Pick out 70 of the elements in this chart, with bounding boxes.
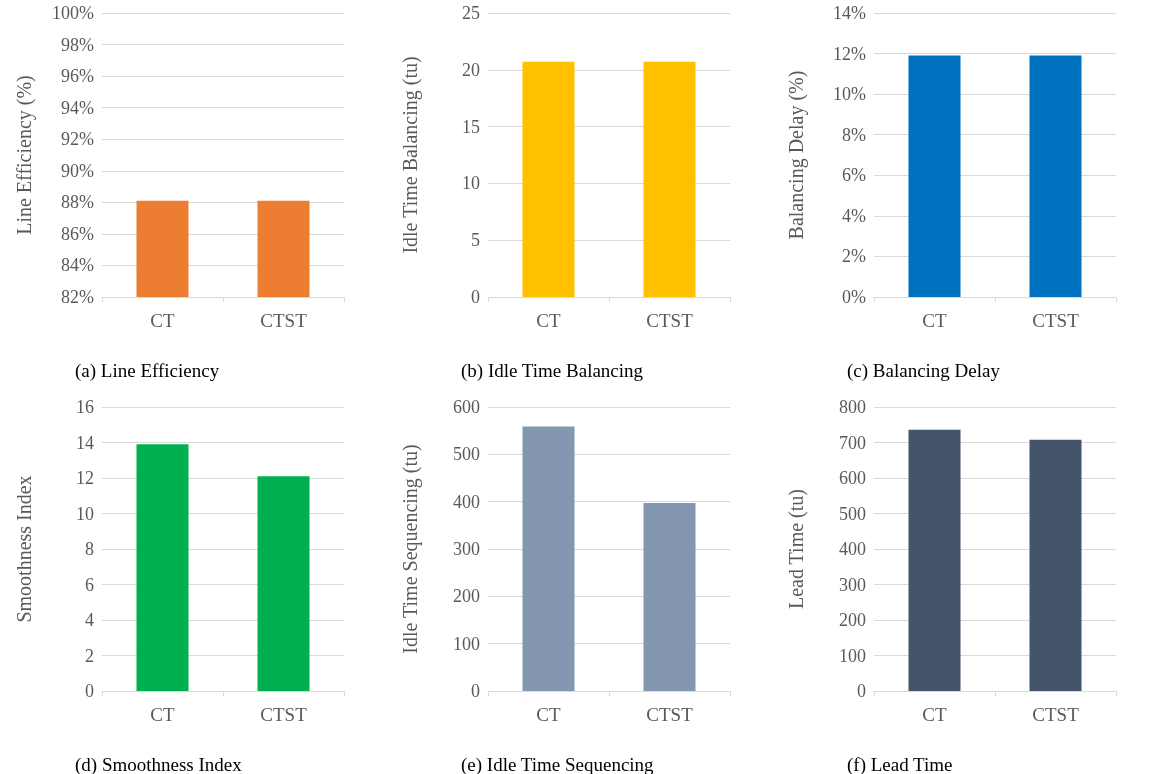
y-tick-label: 0% [842,287,866,307]
y-tick-label: 8% [842,124,866,145]
y-axis-title: Balancing Delay (%) [785,70,808,240]
y-tick-label: 800 [839,397,866,417]
y-tick-label: 94% [61,97,94,118]
y-tick-label: 200 [453,586,480,607]
y-tick-label: 0 [857,681,866,701]
y-tick-label: 100 [453,633,480,654]
y-tick-label: 16 [76,397,94,417]
y-tick-label: 400 [839,539,866,559]
y-tick-label: 2 [85,645,94,666]
y-tick-label: 500 [453,444,480,465]
y-tick-label: 92% [61,129,94,150]
y-tick-label: 6% [842,165,866,186]
y-tick-label: 84% [61,255,94,276]
y-tick-label: 8 [85,539,94,559]
x-tick-label: CTST [646,704,694,725]
x-tick-label: CT [922,704,948,725]
y-tick-label: 12 [76,468,94,488]
y-axis-title: Idle Time Balancing (tu) [399,56,422,254]
y-axis-title: Idle Time Sequencing (tu) [399,444,422,654]
y-tick-label: 300 [839,574,866,595]
y-tick-label: 6 [85,574,94,595]
y-axis-title: Smoothness Index [13,475,35,623]
y-tick-label: 82% [61,287,94,307]
y-tick-label: 88% [61,192,94,213]
y-tick-label: 500 [839,503,866,524]
text: (c) Balancing Delay [847,360,1001,382]
x-tick-label: CT [536,310,562,331]
y-tick-label: 96% [61,66,94,87]
y-tick-label: 10 [76,503,94,524]
x-tick-label: CT [536,704,562,725]
y-tick-label: 4% [842,205,866,226]
text: (b) Idle Time Balancing [461,360,644,382]
y-tick-label: 100 [839,645,866,666]
y-tick-label: 4 [85,610,94,630]
y-tick-label: 15 [462,116,480,137]
y-tick-label: 2% [842,246,866,267]
y-tick-label: 98% [61,34,94,55]
x-tick-label: CTST [260,310,308,331]
x-tick-label: CT [922,310,948,331]
y-tick-label: 10% [833,84,866,105]
y-tick-label: 14 [76,432,94,453]
y-tick-label: 600 [453,397,480,417]
text: (a) Line Efficiency [75,360,220,382]
y-axis-title: Lead Time (tu) [785,489,808,609]
x-tick-label: CT [150,704,176,725]
y-tick-label: 20 [462,59,480,80]
y-tick-label: 12% [833,43,866,64]
y-tick-label: 0 [471,287,480,307]
y-tick-label: 200 [839,610,866,630]
y-tick-label: 86% [61,223,94,244]
x-tick-label: CTST [646,310,694,331]
y-tick-label: 5 [471,230,480,251]
y-tick-label: 90% [61,160,94,181]
y-tick-label: 400 [453,491,480,512]
y-tick-label: 25 [462,3,480,23]
y-axis-title: Line Efficiency (%) [13,75,36,235]
y-tick-label: 14% [833,3,866,23]
x-tick-label: CTST [260,704,308,725]
y-tick-label: 600 [839,468,866,488]
y-tick-label: 100% [52,3,94,23]
y-tick-label: 10 [462,173,480,194]
y-tick-label: 300 [453,539,480,559]
y-tick-label: 0 [85,681,94,701]
x-tick-label: CTST [1032,704,1080,725]
x-tick-label: CT [150,310,176,331]
y-tick-label: 0 [471,681,480,701]
x-tick-label: CTST [1032,310,1080,331]
y-tick-label: 700 [839,432,866,453]
